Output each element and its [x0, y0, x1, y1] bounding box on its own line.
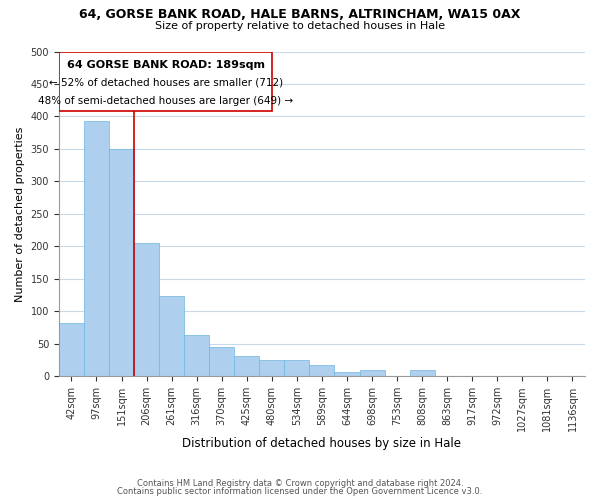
Text: 48% of semi-detached houses are larger (649) →: 48% of semi-detached houses are larger (…: [38, 96, 293, 106]
Bar: [59, 323, 84, 376]
Bar: [184, 336, 209, 376]
Bar: [159, 296, 184, 376]
Text: Contains public sector information licensed under the Open Government Licence v3: Contains public sector information licen…: [118, 487, 482, 496]
Bar: [109, 149, 134, 376]
Bar: [310, 365, 334, 376]
Text: Contains HM Land Registry data © Crown copyright and database right 2024.: Contains HM Land Registry data © Crown c…: [137, 478, 463, 488]
Bar: [134, 243, 159, 376]
X-axis label: Distribution of detached houses by size in Hale: Distribution of detached houses by size …: [182, 437, 461, 450]
Text: Size of property relative to detached houses in Hale: Size of property relative to detached ho…: [155, 21, 445, 31]
Text: 64, GORSE BANK ROAD, HALE BARNS, ALTRINCHAM, WA15 0AX: 64, GORSE BANK ROAD, HALE BARNS, ALTRINC…: [79, 8, 521, 20]
Bar: [359, 370, 385, 376]
Text: 64 GORSE BANK ROAD: 189sqm: 64 GORSE BANK ROAD: 189sqm: [67, 60, 265, 70]
Bar: [259, 360, 284, 376]
Bar: [334, 372, 359, 376]
Y-axis label: Number of detached properties: Number of detached properties: [15, 126, 25, 302]
Text: ← 52% of detached houses are smaller (712): ← 52% of detached houses are smaller (71…: [49, 78, 283, 88]
Bar: [284, 360, 310, 376]
Bar: [410, 370, 434, 376]
FancyBboxPatch shape: [59, 52, 272, 111]
Bar: [84, 121, 109, 376]
Bar: [234, 356, 259, 376]
Bar: [209, 347, 234, 376]
